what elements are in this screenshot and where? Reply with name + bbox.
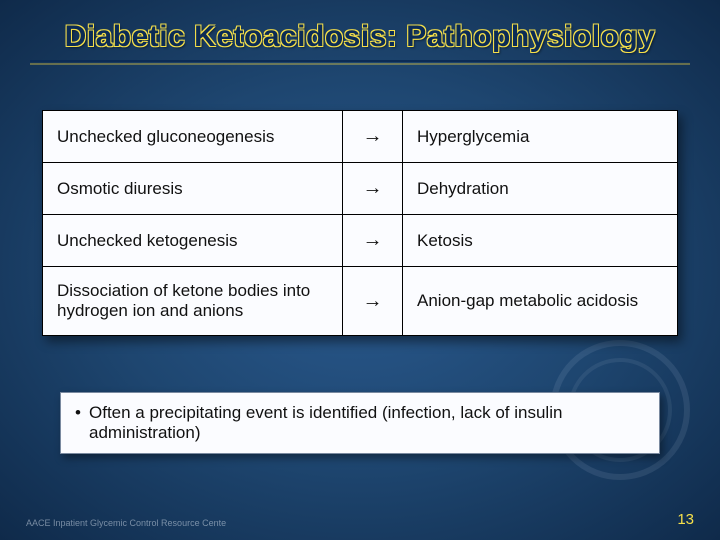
page-number: 13 xyxy=(677,511,694,528)
arrow-cell: → xyxy=(343,267,403,336)
note-bullet: • xyxy=(75,403,81,423)
arrow-cell: → xyxy=(343,215,403,267)
note-text: Often a precipitating event is identifie… xyxy=(89,403,562,442)
pathophysiology-table-wrap: Unchecked gluconeogenesis→HyperglycemiaO… xyxy=(42,110,678,336)
cause-cell: Unchecked ketogenesis xyxy=(43,215,343,267)
cause-cell: Unchecked gluconeogenesis xyxy=(43,111,343,163)
table-row: Osmotic diuresis→Dehydration xyxy=(43,163,678,215)
table-row: Unchecked ketogenesis→Ketosis xyxy=(43,215,678,267)
footer-brand: AACE Inpatient Glycemic Control Resource… xyxy=(26,514,226,530)
pathophysiology-table: Unchecked gluconeogenesis→HyperglycemiaO… xyxy=(42,110,678,336)
arrow-cell: → xyxy=(343,163,403,215)
cause-cell: Dissociation of ketone bodies into hydro… xyxy=(43,267,343,336)
effect-cell: Dehydration xyxy=(403,163,678,215)
footer-brand-text: AACE Inpatient Glycemic Control Resource… xyxy=(26,518,226,528)
page-title: Diabetic Ketoacidosis: Pathophysiology xyxy=(0,20,720,54)
effect-cell: Ketosis xyxy=(403,215,678,267)
title-underline xyxy=(30,60,690,62)
cause-cell: Osmotic diuresis xyxy=(43,163,343,215)
table-body: Unchecked gluconeogenesis→HyperglycemiaO… xyxy=(43,111,678,336)
effect-cell: Anion-gap metabolic acidosis xyxy=(403,267,678,336)
arrow-cell: → xyxy=(343,111,403,163)
table-row: Unchecked gluconeogenesis→Hyperglycemia xyxy=(43,111,678,163)
table-row: Dissociation of ketone bodies into hydro… xyxy=(43,267,678,336)
note-box: • Often a precipitating event is identif… xyxy=(60,392,660,454)
effect-cell: Hyperglycemia xyxy=(403,111,678,163)
